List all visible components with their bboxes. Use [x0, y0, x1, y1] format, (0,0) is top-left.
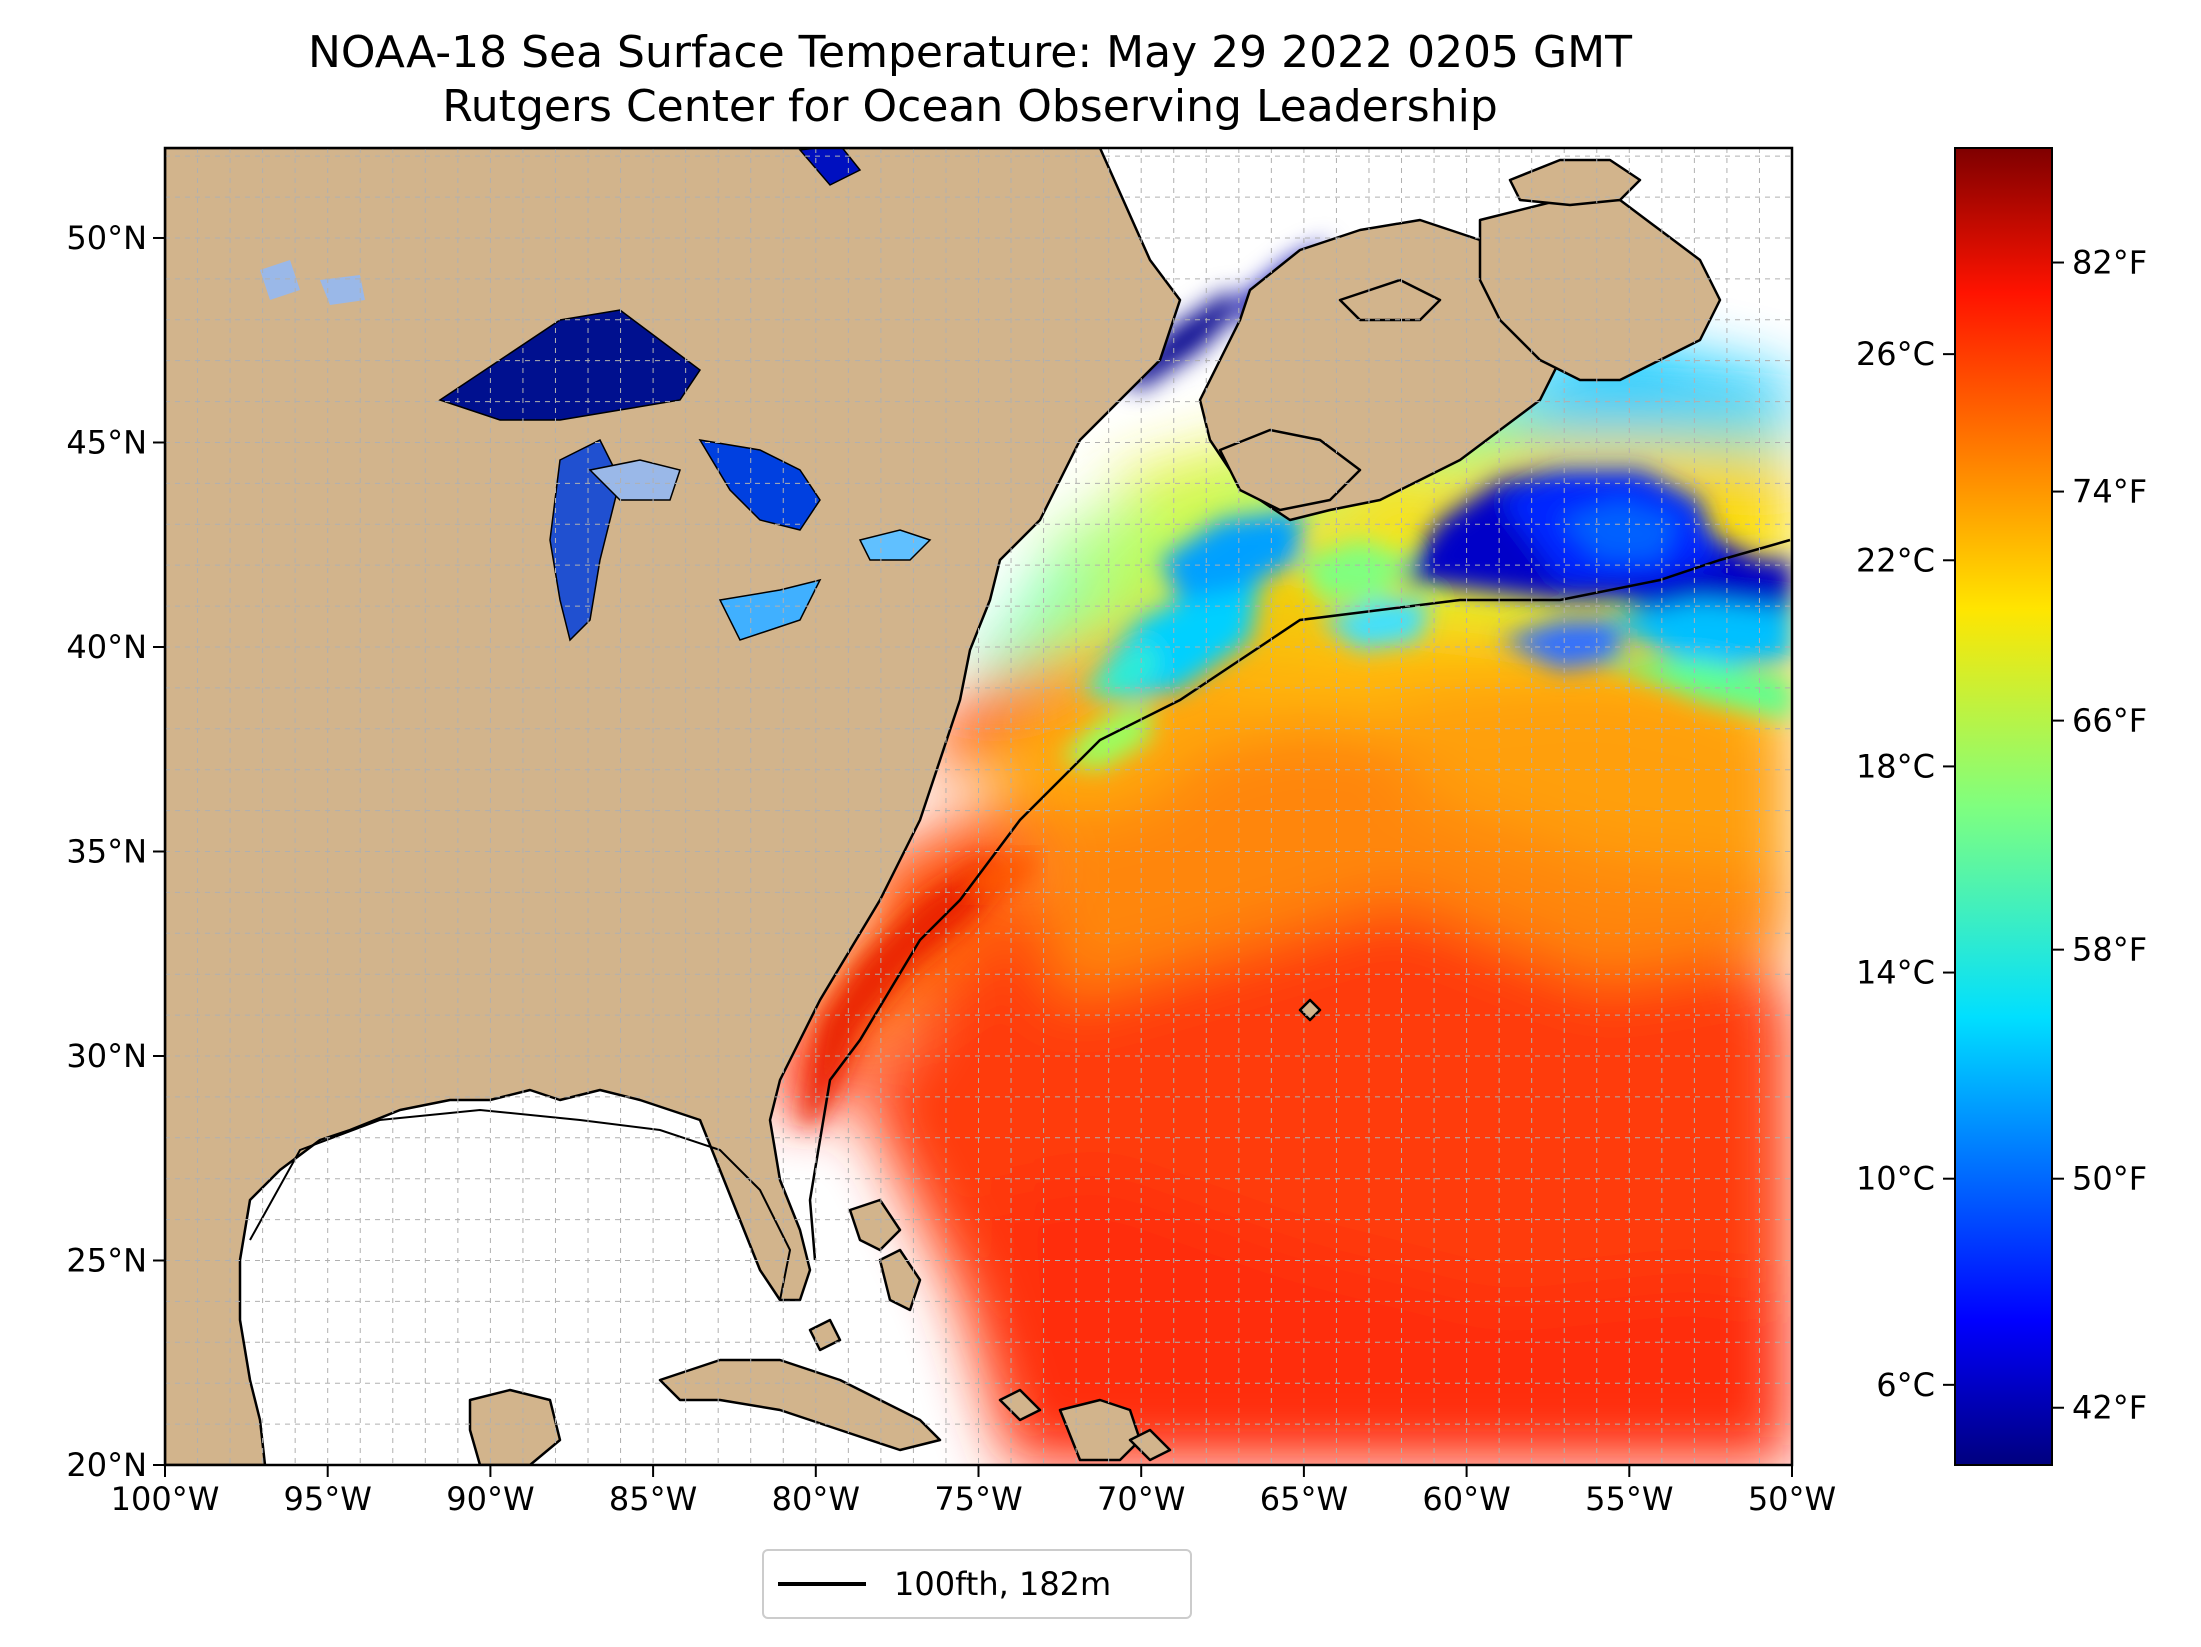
- colorbar-c-label: 18°C: [1856, 747, 1935, 785]
- map-title: NOAA-18 Sea Surface Temperature: May 29 …: [308, 27, 1632, 78]
- isobath-100fth: [808, 538, 1791, 1261]
- lat-tick-label: 40°N: [66, 628, 147, 666]
- lon-tick-label: 55°W: [1585, 1480, 1673, 1518]
- lon-tick-label: 90°W: [446, 1480, 534, 1518]
- legend-line-swatch: [778, 1582, 866, 1586]
- isobath-legend: 100fth, 182m: [762, 1549, 1192, 1619]
- lon-tick-label: 65°W: [1260, 1480, 1348, 1518]
- lon-tick-label: 60°W: [1422, 1480, 1510, 1518]
- land: [165, 148, 1722, 1465]
- lon-tick-label: 85°W: [609, 1480, 697, 1518]
- map-frame: [165, 148, 1792, 1465]
- colorbar-ticks: 42°F 50°F 58°F 66°F 74°F 82°F 6°C 10°C 14°C 18°C 2…: [1856, 244, 2147, 1427]
- colorbar-f-label: 58°F: [2072, 931, 2147, 969]
- graticule: [165, 148, 1792, 1465]
- colorbar-f-label: 50°F: [2072, 1160, 2147, 1198]
- lat-tick-label: 30°N: [66, 1037, 147, 1075]
- colorbar-f-label: 74°F: [2072, 473, 2147, 511]
- map-subtitle: Rutgers Center for Ocean Observing Leade…: [442, 81, 1498, 132]
- lat-tick-label: 50°N: [66, 219, 147, 257]
- lat-tick-label: 20°N: [66, 1446, 147, 1484]
- colorbar-c-label: 26°C: [1856, 335, 1935, 373]
- colorbar-c-label: 6°C: [1876, 1366, 1935, 1404]
- lon-tick-label: 95°W: [284, 1480, 372, 1518]
- cold-waters: [1060, 240, 1792, 770]
- lat-tick-label: 45°N: [66, 423, 147, 461]
- colorbar-f-label: 66°F: [2072, 702, 2147, 740]
- axis-ticks: 100°W 95°W 90°W 85°W 80°W 75°W 70°W 65°W 60°W 55°…: [66, 219, 1836, 1518]
- colorbar-c-label: 10°C: [1856, 1160, 1935, 1198]
- lon-tick-label: 75°W: [934, 1480, 1022, 1518]
- colorbar: [1954, 147, 2053, 1466]
- colorbar-f-label: 42°F: [2072, 1389, 2147, 1427]
- colorbar-f-label: 82°F: [2072, 244, 2147, 282]
- great-lakes: [260, 148, 932, 642]
- lon-tick-label: 50°W: [1748, 1480, 1836, 1518]
- lon-tick-label: 100°W: [111, 1480, 220, 1518]
- lon-tick-label: 80°W: [772, 1480, 860, 1518]
- colorbar-c-label: 14°C: [1856, 954, 1935, 992]
- lat-tick-label: 35°N: [66, 832, 147, 870]
- legend-label: 100fth, 182m: [894, 1565, 1112, 1603]
- lon-tick-label: 70°W: [1097, 1480, 1185, 1518]
- lat-tick-label: 25°N: [66, 1241, 147, 1279]
- colorbar-c-label: 22°C: [1856, 541, 1935, 579]
